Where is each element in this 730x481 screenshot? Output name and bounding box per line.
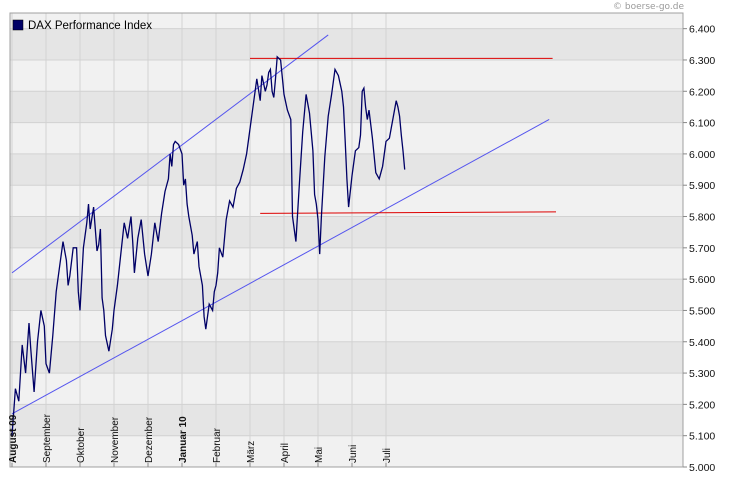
y-tick-label: 5.800 [689,212,715,224]
background-band [10,59,683,92]
background-band [10,247,683,280]
x-axis-ticks: August 09 September Oktober November Dezembe… [8,413,393,467]
background-band [10,341,683,374]
x-tick-label: Juli [382,448,393,463]
x-tick-label: April [280,443,291,463]
legend-label: DAX Performance Index [28,20,152,32]
x-tick-label: August 09 [8,414,19,463]
resistance-support-line [260,211,557,214]
y-tick-label: 5.900 [689,180,715,192]
background-band [10,13,683,29]
x-tick-label: Oktober [76,427,87,463]
legend: DAX Performance Index [12,19,152,32]
y-tick-label: 5.000 [689,462,715,474]
background-band [10,28,683,60]
x-tick-label: Dezember [144,416,155,463]
background-band [10,404,683,436]
background-band [10,373,683,405]
y-tick-label: 5.400 [689,337,715,349]
background-band [10,185,683,217]
background-band [10,91,683,123]
x-tick-label: Juni [348,445,359,463]
background-band [10,435,683,467]
y-tick-label: 5.500 [689,305,715,317]
trend-channel-line [11,119,550,415]
x-tick-label: Mai [314,447,325,463]
background-band [10,216,683,248]
x-tick-label: Februar [212,427,223,463]
background-band [10,279,683,311]
x-tick-label: März [246,441,257,463]
background-bands [10,13,683,467]
y-tick-label: 6.300 [689,55,715,67]
y-tick-label: 6.400 [689,24,715,36]
watermark: © boerse-go.de [613,2,684,12]
y-tick-label: 5.600 [689,274,715,286]
y-tick-label: 6.100 [689,118,715,130]
background-band [10,310,683,342]
dax-series-line [11,55,406,436]
y-tick-label: 5.200 [689,399,715,411]
y-axis-ticks: 5.000 5.100 5.200 5.300 5.400 5.500 5.600 5.700… [683,24,715,474]
plot-frame [9,12,684,468]
y-tick-label: 6.200 [689,86,715,98]
y-tick-label: 5.100 [689,431,715,443]
background-band [10,122,683,154]
y-tick-label: 5.700 [689,243,715,255]
y-tick-label: 6.000 [689,149,715,161]
legend-swatch [12,19,24,31]
x-tick-label: September [42,413,53,463]
x-tick-label: Januar 10 [178,416,189,463]
x-tick-label: November [110,416,121,463]
y-tick-label: 5.300 [689,368,715,380]
